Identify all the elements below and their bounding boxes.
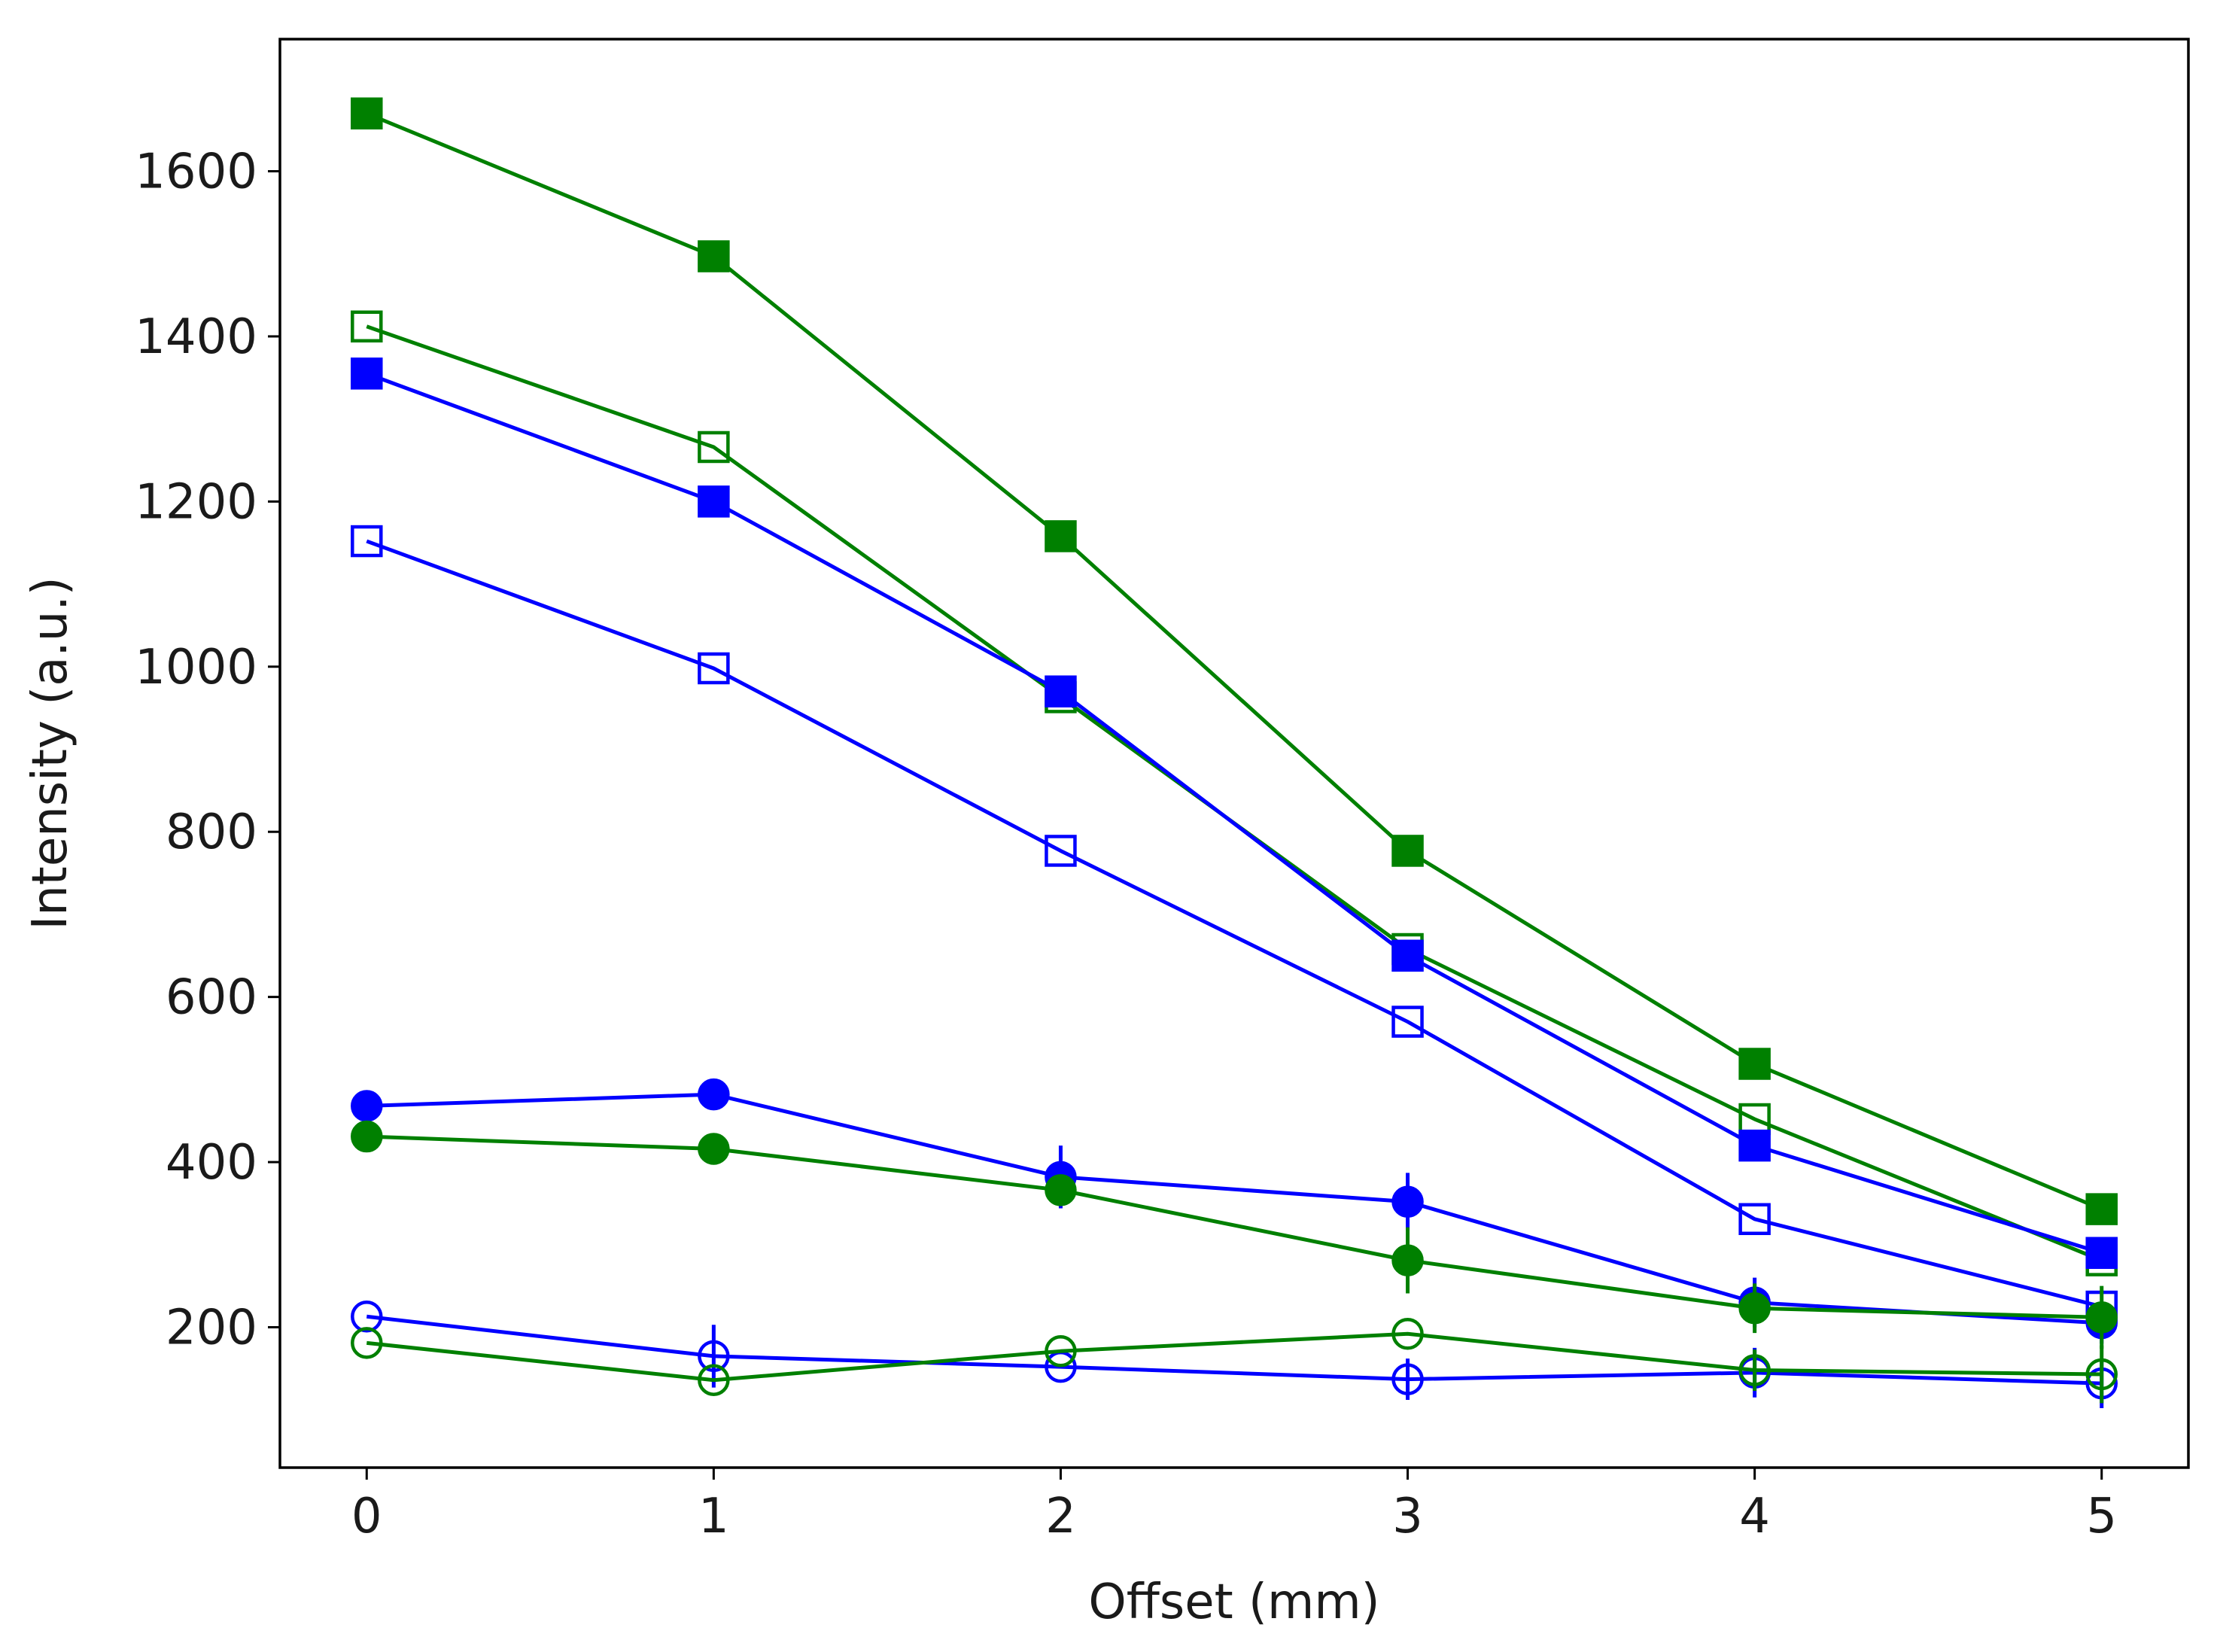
y-tick-label: 200 bbox=[166, 1300, 257, 1355]
data-point bbox=[1738, 1354, 1771, 1386]
data-point bbox=[698, 1133, 730, 1165]
data-point bbox=[698, 1078, 730, 1111]
series-3 bbox=[351, 525, 2118, 1323]
series-line bbox=[366, 1134, 2102, 1319]
data-point bbox=[1391, 939, 1424, 972]
data-point bbox=[1391, 835, 1424, 867]
y-tick-label: 1000 bbox=[135, 640, 257, 695]
data-point bbox=[698, 1340, 730, 1373]
data-point bbox=[698, 652, 730, 685]
series-line bbox=[366, 1092, 2102, 1325]
y-tick-label: 800 bbox=[166, 805, 257, 860]
data-point bbox=[1045, 1174, 1077, 1206]
series-line bbox=[366, 371, 2103, 1255]
data-point bbox=[1391, 1244, 1424, 1276]
data-point bbox=[351, 525, 383, 558]
y-tick-label: 400 bbox=[166, 1135, 257, 1191]
data-point bbox=[698, 485, 730, 518]
data-point bbox=[351, 1327, 383, 1359]
data-point bbox=[1045, 675, 1077, 707]
series-0 bbox=[351, 97, 2118, 1225]
x-tick-label: 1 bbox=[698, 1489, 729, 1544]
series-line bbox=[366, 539, 2103, 1309]
data-point bbox=[2085, 1301, 2118, 1334]
data-point bbox=[2085, 1237, 2118, 1270]
x-tick-label: 2 bbox=[1045, 1489, 1076, 1544]
series-7 bbox=[351, 1318, 2118, 1404]
data-point bbox=[1738, 1203, 1771, 1236]
y-axis-label: Intensity (a.u.) bbox=[23, 577, 78, 929]
data-point bbox=[351, 357, 383, 390]
data-point bbox=[1391, 1005, 1424, 1038]
data-point bbox=[1391, 1185, 1424, 1218]
data-point bbox=[698, 1364, 730, 1396]
data-point bbox=[698, 240, 730, 272]
series-line bbox=[366, 1331, 2102, 1383]
series-2 bbox=[351, 357, 2118, 1270]
plot-frame bbox=[278, 38, 2190, 1469]
data-point bbox=[698, 430, 730, 464]
data-point bbox=[351, 1090, 383, 1122]
series-layer bbox=[351, 97, 2118, 1409]
data-point bbox=[1391, 1363, 1424, 1395]
y-tick-label: 600 bbox=[166, 970, 257, 1026]
x-tick-label: 0 bbox=[351, 1489, 382, 1544]
data-point bbox=[1738, 1292, 1771, 1325]
x-axis-label: Offset (mm) bbox=[1088, 1574, 1379, 1630]
x-tick-label: 5 bbox=[2086, 1489, 2117, 1544]
x-tick-label: 3 bbox=[1392, 1489, 1423, 1544]
y-tick-label: 1200 bbox=[135, 474, 257, 530]
series-line bbox=[366, 111, 2103, 1211]
data-point bbox=[1738, 1048, 1771, 1080]
x-tick-label: 4 bbox=[1739, 1489, 1770, 1544]
data-point bbox=[1045, 1335, 1077, 1368]
data-point bbox=[351, 310, 383, 343]
data-point bbox=[1045, 520, 1077, 552]
y-tick-label: 1600 bbox=[135, 145, 257, 200]
data-point bbox=[351, 1120, 383, 1153]
series-5 bbox=[351, 1120, 2118, 1349]
data-point bbox=[1045, 835, 1077, 867]
data-point bbox=[351, 97, 383, 129]
data-point bbox=[2085, 1193, 2118, 1225]
axes-layer: 0 1 2 3 4 5 200 400 600 800 1000 1200 1400 1600 bbox=[135, 38, 2190, 1544]
data-point bbox=[1391, 1318, 1424, 1350]
y-tick-label: 1400 bbox=[135, 309, 257, 365]
series-line bbox=[366, 1314, 2102, 1386]
data-point bbox=[1738, 1129, 1771, 1162]
data-point bbox=[351, 1300, 383, 1333]
data-point bbox=[2085, 1358, 2118, 1391]
